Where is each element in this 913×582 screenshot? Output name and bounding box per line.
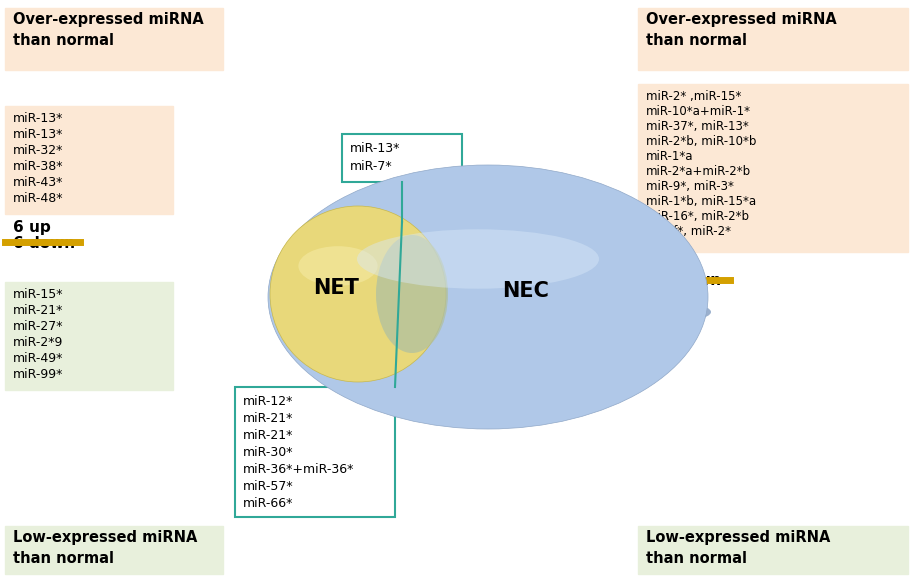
FancyBboxPatch shape — [638, 526, 908, 574]
Text: miR-2*9: miR-2*9 — [13, 336, 63, 349]
Text: miR-16*, miR-2*b: miR-16*, miR-2*b — [646, 210, 749, 223]
Text: miR-27*: miR-27* — [13, 320, 64, 333]
Text: miR-21*: miR-21* — [13, 304, 63, 317]
Ellipse shape — [270, 206, 446, 382]
Ellipse shape — [279, 293, 441, 319]
FancyBboxPatch shape — [235, 387, 395, 517]
Text: miR-1*a: miR-1*a — [646, 150, 694, 163]
Text: miR-13*: miR-13* — [13, 128, 63, 141]
Text: 17 up: 17 up — [638, 257, 687, 272]
Text: miR-38*: miR-38* — [13, 160, 64, 173]
Text: miR-57*: miR-57* — [243, 480, 294, 493]
Ellipse shape — [271, 289, 711, 335]
Text: 6 down: 6 down — [13, 236, 75, 251]
Text: let-7f*, miR-2*: let-7f*, miR-2* — [646, 225, 731, 238]
FancyBboxPatch shape — [5, 526, 223, 574]
Text: 199 down: 199 down — [638, 273, 721, 288]
Text: NEC: NEC — [502, 281, 550, 301]
Text: miR-13*: miR-13* — [350, 142, 401, 155]
Text: miR-15*: miR-15* — [13, 288, 64, 301]
Text: Over-expressed miRNA
than normal: Over-expressed miRNA than normal — [13, 12, 204, 48]
FancyBboxPatch shape — [5, 106, 173, 214]
Ellipse shape — [357, 229, 599, 289]
Text: Over-expressed miRNA
than normal: Over-expressed miRNA than normal — [646, 12, 836, 48]
Text: miR-30*: miR-30* — [243, 446, 293, 459]
FancyBboxPatch shape — [342, 134, 462, 182]
Text: NET: NET — [313, 278, 359, 298]
Text: miR-37*, miR-13*: miR-37*, miR-13* — [646, 120, 749, 133]
Ellipse shape — [299, 246, 378, 286]
Text: miR-10*a+miR-1*: miR-10*a+miR-1* — [646, 105, 751, 118]
Text: 6 up: 6 up — [13, 220, 51, 235]
Text: miR-2*a+miR-2*b: miR-2*a+miR-2*b — [646, 165, 751, 178]
Text: miR-36*+miR-36*: miR-36*+miR-36* — [243, 463, 354, 476]
Text: miR-21*: miR-21* — [243, 429, 293, 442]
Text: Low-expressed miRNA
than normal: Low-expressed miRNA than normal — [646, 530, 831, 566]
Text: miR-43*: miR-43* — [13, 176, 63, 189]
FancyBboxPatch shape — [638, 84, 908, 252]
Text: miR-7*: miR-7* — [350, 160, 393, 173]
Text: miR-9*, miR-3*: miR-9*, miR-3* — [646, 180, 734, 193]
Text: miR-99*: miR-99* — [13, 368, 63, 381]
Text: miR-1*b, miR-15*a: miR-1*b, miR-15*a — [646, 195, 756, 208]
Text: miR-66*: miR-66* — [243, 497, 293, 510]
Text: miR-2* ,miR-15*: miR-2* ,miR-15* — [646, 90, 741, 103]
Ellipse shape — [268, 165, 708, 429]
Text: miR-21*: miR-21* — [243, 412, 293, 425]
Text: Low-expressed miRNA
than normal: Low-expressed miRNA than normal — [13, 530, 197, 566]
Text: miR-48*: miR-48* — [13, 192, 64, 205]
FancyBboxPatch shape — [5, 282, 173, 390]
Text: miR-13*: miR-13* — [13, 112, 63, 125]
Text: miR-32*: miR-32* — [13, 144, 63, 157]
Ellipse shape — [376, 235, 448, 353]
Text: miR-49*: miR-49* — [13, 352, 63, 365]
FancyBboxPatch shape — [5, 8, 223, 70]
Text: miR-2*b, miR-10*b: miR-2*b, miR-10*b — [646, 135, 756, 148]
FancyBboxPatch shape — [638, 8, 908, 70]
Text: miR-12*: miR-12* — [243, 395, 293, 408]
